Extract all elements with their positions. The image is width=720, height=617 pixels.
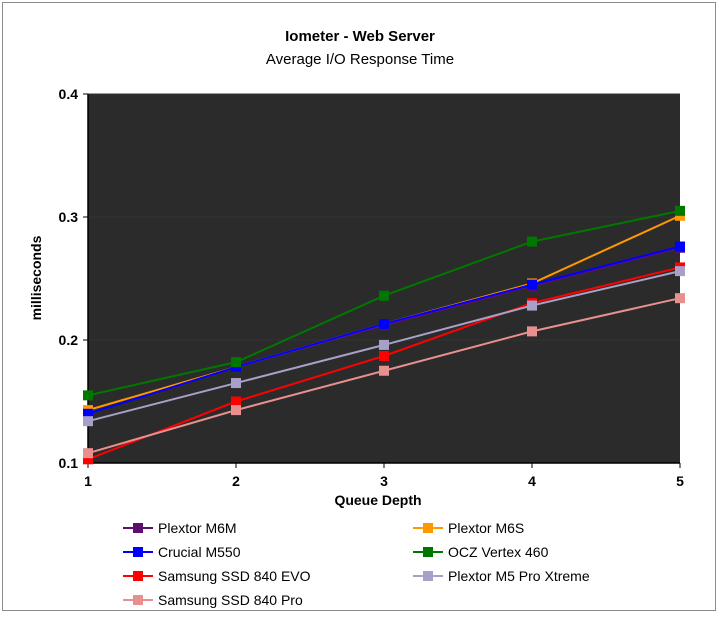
series-3 [83, 205, 685, 401]
data-point [379, 339, 389, 350]
plot-background [88, 94, 680, 463]
data-point [83, 408, 93, 419]
legend-label: Samsung SSD 840 Pro [158, 592, 303, 608]
legend-marker [423, 547, 433, 557]
chart-frame: Iometer - Web Server Average I/O Respons… [2, 2, 716, 611]
legend-item: Crucial M550 [123, 544, 241, 560]
legend-marker [423, 523, 433, 533]
data-point [231, 396, 241, 407]
legend-label: Plextor M6M [158, 520, 237, 536]
data-point [231, 378, 241, 389]
x-axis-label: Queue Depth [334, 492, 421, 508]
data-point [527, 236, 537, 247]
legend-marker [133, 547, 143, 557]
x-tick-label: 4 [528, 473, 536, 489]
chart-subtitle: Average I/O Response Time [266, 51, 454, 68]
plot-area [87, 93, 680, 464]
legend-marker [133, 571, 143, 581]
legend-label: Crucial M550 [158, 544, 241, 560]
data-point [675, 205, 685, 216]
x-tick-label: 2 [232, 473, 240, 489]
legend-item: Plextor M6M [123, 520, 237, 536]
legend-item: Plextor M5 Pro Xtreme [413, 568, 590, 584]
legend-item: Plextor M6S [413, 520, 524, 536]
chart-title: Iometer - Web Server [285, 28, 435, 45]
data-point [379, 365, 389, 376]
legend-item: Samsung SSD 840 Pro [123, 592, 303, 608]
legend-label: Plextor M5 Pro Xtreme [448, 568, 590, 584]
data-point [83, 390, 93, 401]
data-point [527, 300, 537, 311]
x-axis-ticks: 1 2 3 4 5 [84, 463, 684, 489]
y-tick-label: 0.4 [59, 86, 79, 102]
series-layer [83, 205, 685, 465]
data-point [527, 326, 537, 337]
legend-item: OCZ Vertex 460 [413, 544, 549, 560]
y-tick-label: 0.1 [59, 455, 79, 471]
legend-label: Samsung SSD 840 EVO [158, 568, 311, 584]
y-tick-label: 0.3 [59, 209, 79, 225]
data-point [379, 350, 389, 361]
y-axis-label: milliseconds [28, 235, 44, 320]
data-point [379, 290, 389, 301]
data-point [83, 454, 93, 465]
x-tick-label: 5 [676, 473, 684, 489]
legend-marker [423, 571, 433, 581]
data-point [675, 241, 685, 252]
x-tick-label: 3 [380, 473, 388, 489]
data-point [675, 293, 685, 304]
data-point [231, 405, 241, 416]
data-point [83, 416, 93, 427]
x-tick-label: 1 [84, 473, 92, 489]
data-point [83, 448, 93, 459]
series-5 [83, 266, 685, 427]
legend-item: Samsung SSD 840 EVO [123, 568, 311, 584]
data-point [527, 279, 537, 290]
legend-marker [133, 595, 143, 605]
data-point [675, 266, 685, 277]
legend-marker [133, 523, 143, 533]
data-point [379, 319, 389, 330]
y-axis-ticks: 0.1 0.2 0.3 0.4 [59, 86, 88, 471]
legend-label: Plextor M6S [448, 520, 524, 536]
line-chart: Iometer - Web Server Average I/O Respons… [28, 28, 685, 608]
legend-label: OCZ Vertex 460 [448, 544, 549, 560]
legend: Plextor M6M Plextor M6S Crucial M550 OCZ Ve… [123, 520, 590, 608]
series-6 [83, 293, 685, 459]
data-point [231, 357, 241, 368]
y-tick-label: 0.2 [59, 332, 79, 348]
